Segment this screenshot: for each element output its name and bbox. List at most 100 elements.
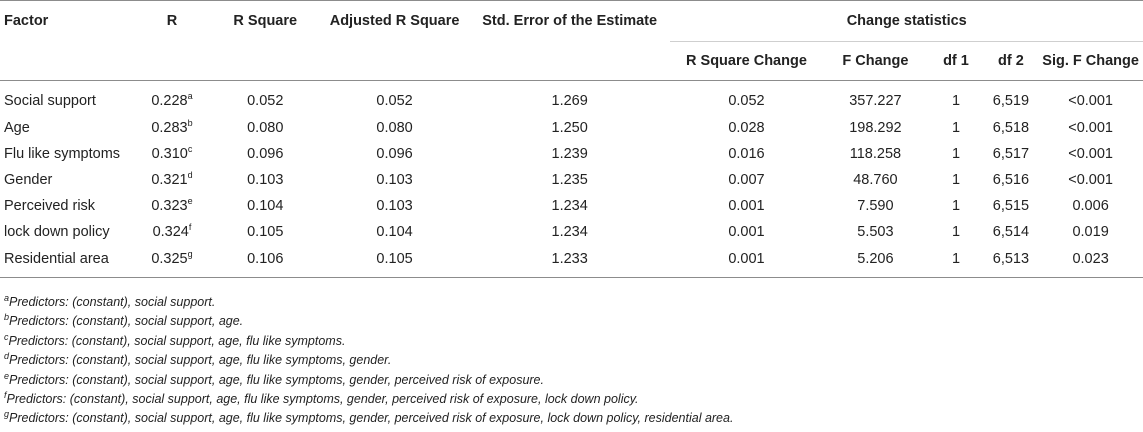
- cell-factor: lock down policy: [0, 219, 134, 245]
- cell-sig-f-change: 0.006: [1038, 193, 1143, 219]
- cell-adjusted-r-square-value: 0.080: [376, 120, 413, 136]
- footnote-mark: b: [4, 312, 10, 323]
- footnote: bPredictors: (constant), social support,…: [4, 312, 733, 331]
- footnote-marker: d: [187, 170, 193, 181]
- cell-sig-f-change: 0.023: [1038, 245, 1143, 278]
- cell-df1-value: 1: [951, 120, 961, 136]
- cell-r: 0.325g: [133, 245, 211, 278]
- cell-sig-f-change-value: <0.001: [1068, 120, 1113, 136]
- footnote-text: Predictors: (constant), social support, …: [8, 333, 346, 348]
- cell-r: 0.283b: [134, 115, 211, 141]
- cell-r-square-change-value: 0.001: [728, 224, 765, 240]
- cell-factor: Residential area: [0, 245, 134, 278]
- footnote-text: Predictors: (constant), social support, …: [9, 411, 734, 426]
- cell-f-change: 118.258: [822, 141, 928, 167]
- cell-factor-value: Age: [4, 120, 30, 136]
- cell-adjusted-r-square: 0.105: [320, 245, 469, 278]
- cell-r-square: 0.105: [210, 219, 320, 245]
- cell-r-square-change: 0.052: [670, 81, 822, 116]
- cell-r-square: 0.104: [210, 193, 320, 219]
- header-r: R: [166, 13, 178, 30]
- header-change-statistics: Change statistics: [670, 0, 1143, 42]
- footnote-marker: e: [187, 196, 193, 207]
- regression-table: Factor R R Square Adjusted R Square Std.…: [0, 0, 1143, 278]
- cell-sig-f-change-value: <0.001: [1068, 93, 1113, 109]
- cell-f-change: 198.292: [822, 115, 928, 141]
- cell-std-error-value: 1.233: [551, 251, 588, 267]
- cell-r-value: 0.325: [151, 251, 188, 267]
- cell-adjusted-r-square-value: 0.104: [376, 224, 413, 240]
- cell-f-change-value: 5.206: [857, 251, 894, 267]
- footnote: gPredictors: (constant), social support,…: [4, 409, 733, 428]
- cell-r: 0.228a: [134, 81, 211, 116]
- cell-f-change: 357.227: [822, 81, 928, 116]
- cell-sig-f-change: <0.001: [1038, 141, 1143, 167]
- cell-factor-value: Social support: [4, 93, 96, 109]
- cell-factor-value: Gender: [4, 172, 53, 188]
- footnote-mark: f: [4, 389, 7, 400]
- cell-r-square-change: 0.001: [670, 245, 823, 278]
- cell-r-square-change: 0.001: [670, 219, 822, 245]
- cell-factor-value: lock down policy: [4, 224, 110, 240]
- table-row: Residential area 0.325g 0.106 0.105 1.233 0.0…: [0, 245, 1143, 278]
- cell-std-error: 1.269: [469, 81, 671, 116]
- cell-adjusted-r-square: 0.104: [320, 219, 469, 245]
- cell-df2: 6,517: [984, 141, 1039, 167]
- header-sig-f-change: Sig. F Change: [1038, 41, 1143, 81]
- cell-factor-value: Flu like symptoms: [4, 146, 121, 162]
- cell-std-error: 1.235: [469, 167, 671, 193]
- footnote: aPredictors: (constant), social support.: [4, 293, 733, 312]
- cell-r: 0.321d: [134, 167, 211, 193]
- cell-f-change-value: 198.292: [849, 120, 902, 136]
- header-row-top: Factor R R Square Adjusted R Square Std.…: [0, 0, 1143, 42]
- cell-sig-f-change-value: <0.001: [1068, 172, 1113, 188]
- cell-f-change-value: 118.258: [849, 146, 902, 162]
- cell-factor: Age: [0, 115, 134, 141]
- cell-df1: 1: [928, 219, 983, 245]
- footnote-mark: g: [4, 409, 10, 420]
- cell-df2-value: 6,518: [992, 120, 1030, 136]
- cell-df1-value: 1: [951, 224, 961, 240]
- cell-r-square-change: 0.007: [670, 167, 822, 193]
- footnote-mark: c: [4, 331, 9, 342]
- cell-sig-f-change: <0.001: [1038, 167, 1143, 193]
- cell-df2: 6,513: [983, 245, 1039, 278]
- footnote-marker: b: [187, 118, 193, 129]
- cell-r-square-change-value: 0.028: [728, 120, 765, 136]
- header-r-square: R Square: [233, 13, 298, 30]
- footnote-mark: d: [4, 351, 10, 362]
- cell-std-error: 1.239: [469, 141, 671, 167]
- cell-df2-value: 6,515: [992, 198, 1030, 214]
- header-std-error: Std. Error of the Estimate: [482, 13, 658, 30]
- table-row: Flu like symptoms 0.310c 0.096 0.096 1.239 0.…: [0, 141, 1143, 167]
- cell-r-value: 0.310: [151, 146, 188, 162]
- cell-r-square-change-value: 0.052: [728, 93, 765, 109]
- cell-r-square-value: 0.080: [247, 120, 284, 136]
- cell-f-change: 5.206: [822, 245, 929, 278]
- header-df2: df 2: [983, 41, 1039, 81]
- cell-adjusted-r-square: 0.080: [320, 115, 469, 141]
- cell-f-change: 48.760: [822, 167, 928, 193]
- cell-r-square: 0.103: [210, 167, 320, 193]
- cell-r-square: 0.052: [210, 81, 320, 116]
- cell-df1-value: 1: [951, 93, 961, 109]
- footnote-mark: e: [4, 370, 10, 381]
- cell-std-error: 1.234: [469, 219, 671, 245]
- cell-df1: 1: [928, 167, 983, 193]
- footnote: cPredictors: (constant), social support,…: [4, 332, 733, 351]
- cell-factor: Social support: [0, 81, 134, 116]
- cell-std-error-value: 1.239: [551, 146, 588, 162]
- cell-adjusted-r-square-value: 0.096: [376, 146, 413, 162]
- footnote: fPredictors: (constant), social support,…: [4, 390, 733, 409]
- cell-sig-f-change: <0.001: [1038, 81, 1143, 116]
- cell-df1: 1: [928, 245, 984, 278]
- cell-df2-value: 6,517: [992, 146, 1030, 162]
- cell-f-change-value: 7.590: [857, 198, 894, 214]
- cell-df2: 6,516: [984, 167, 1039, 193]
- cell-sig-f-change: <0.001: [1038, 115, 1143, 141]
- cell-df2: 6,515: [984, 193, 1039, 219]
- cell-adjusted-r-square: 0.103: [320, 193, 469, 219]
- cell-df1-value: 1: [951, 172, 961, 188]
- footnote-text: Predictors: (constant), social support, …: [9, 353, 392, 368]
- header-r-square-change: R Square Change: [670, 41, 823, 81]
